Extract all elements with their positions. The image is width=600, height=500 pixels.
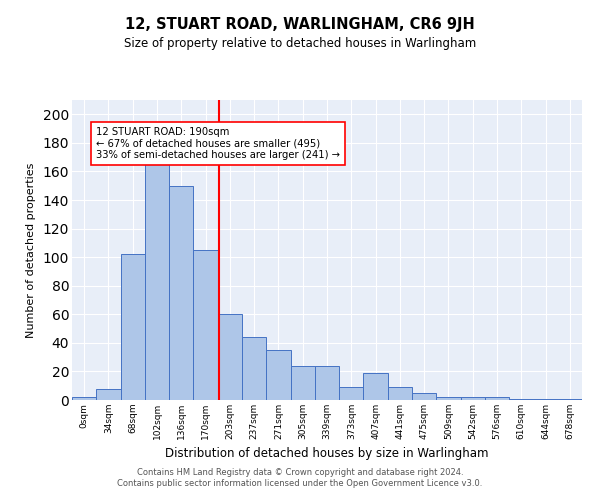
Bar (96, 388, 121, 400)
X-axis label: Distribution of detached houses by size in Warlingham: Distribution of detached houses by size … (165, 448, 489, 460)
Text: Contains HM Land Registry data © Crown copyright and database right 2024.
Contai: Contains HM Land Registry data © Crown c… (118, 468, 482, 487)
Y-axis label: Number of detached properties: Number of detached properties (26, 162, 36, 338)
Bar (364, 373, 388, 400)
Bar (193, 250, 218, 400)
Text: Size of property relative to detached houses in Warlingham: Size of property relative to detached ho… (124, 38, 476, 51)
Bar (169, 186, 193, 400)
Bar (315, 366, 339, 400)
Bar (72, 397, 96, 400)
Text: 12 STUART ROAD: 190sqm
← 67% of detached houses are smaller (495)
33% of semi-de: 12 STUART ROAD: 190sqm ← 67% of detached… (96, 127, 340, 160)
Bar (533, 398, 558, 400)
Bar (290, 366, 315, 400)
Bar (218, 314, 242, 400)
Bar (461, 397, 485, 400)
Bar (436, 397, 461, 400)
Bar (509, 398, 533, 400)
Bar (558, 398, 582, 400)
Text: 12, STUART ROAD, WARLINGHAM, CR6 9JH: 12, STUART ROAD, WARLINGHAM, CR6 9JH (125, 18, 475, 32)
Bar (145, 164, 169, 400)
Bar (412, 393, 436, 400)
Bar (485, 397, 509, 400)
Bar (388, 387, 412, 400)
Bar (121, 254, 145, 400)
Bar (339, 387, 364, 400)
Bar (242, 337, 266, 400)
Bar (266, 350, 290, 400)
